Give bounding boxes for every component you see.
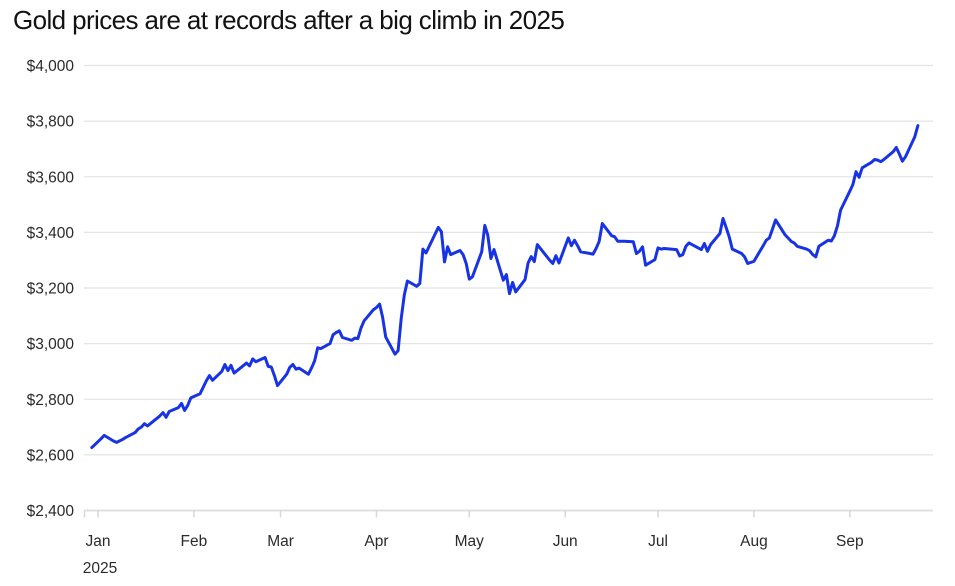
- y-axis-tick-label: $3,000: [27, 336, 75, 353]
- x-axis-tick-label: May: [455, 533, 485, 550]
- x-axis-tick-label: Sep: [836, 533, 864, 550]
- y-axis-tick-label: $3,800: [27, 114, 75, 131]
- y-axis-tick-label: $2,400: [27, 503, 75, 520]
- x-axis-tick-label: Mar: [267, 533, 294, 550]
- gold-price-line: [90, 124, 920, 450]
- y-axis-tick-label: $2,800: [27, 392, 75, 409]
- chart-title: Gold prices are at records after a big c…: [13, 5, 565, 35]
- y-axis-tick-label: $3,600: [27, 169, 75, 186]
- x-axis-tick-label: Feb: [181, 533, 208, 550]
- y-axis-tick-label: $3,400: [27, 225, 75, 242]
- y-axis-tick-label: $2,600: [27, 447, 75, 464]
- y-axis-tick-label: $4,000: [27, 58, 75, 75]
- x-axis-tick-label: Jun: [553, 533, 578, 550]
- y-axis-tick-label: $3,200: [27, 281, 75, 298]
- x-axis-year-label: 2025: [83, 560, 117, 577]
- x-axis-tick-label: Jul: [648, 533, 668, 550]
- x-axis-tick-label: Jan: [86, 533, 111, 550]
- x-axis-tick-label: Aug: [740, 533, 768, 550]
- x-axis-tick-label: Apr: [364, 533, 388, 550]
